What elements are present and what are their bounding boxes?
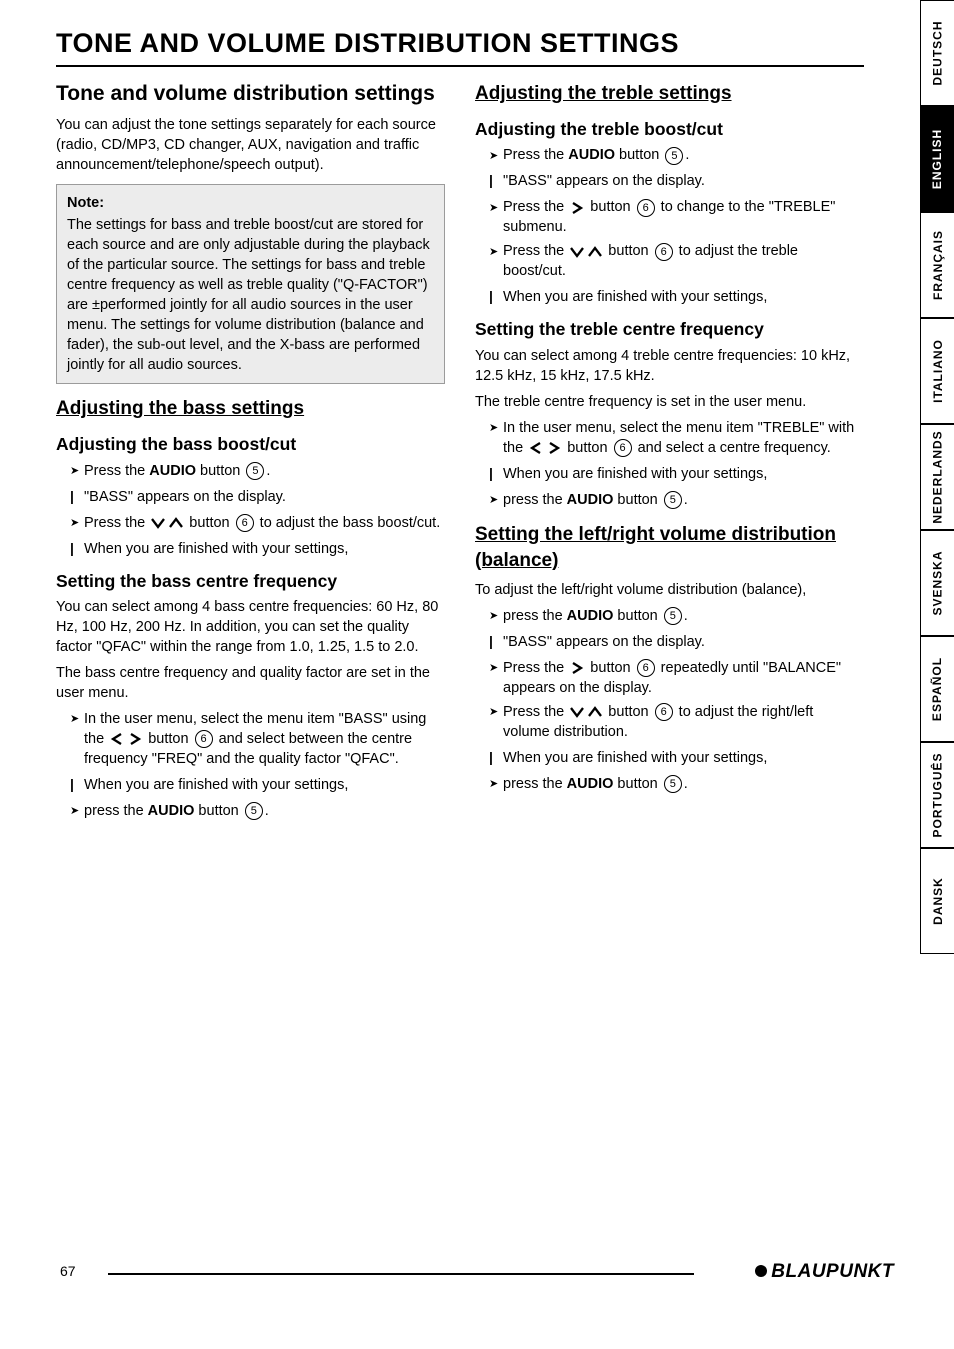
lang-tab-dansk[interactable]: DANSK xyxy=(920,848,954,954)
ref-6-icon: 6 xyxy=(614,439,632,457)
step: press the AUDIO button 5. xyxy=(489,606,864,626)
footer: 67 BLAUPUNKT xyxy=(108,1259,894,1289)
step: Press the button 6 to adjust the right/l… xyxy=(489,702,864,742)
result: When you are finished with your settings… xyxy=(489,287,864,307)
ref-5-icon: 5 xyxy=(246,462,264,480)
step: Press the button 6 repeatedly until "BAL… xyxy=(489,658,864,698)
col-left: Tone and volume distribution settings Yo… xyxy=(56,81,445,827)
down-up-icon xyxy=(569,245,603,259)
lang-tab-português[interactable]: PORTUGUÊS xyxy=(920,742,954,848)
brand-dot-icon xyxy=(755,1265,767,1277)
step: Press the button 6 to adjust the bass bo… xyxy=(70,513,445,533)
left-right-icon xyxy=(109,732,143,746)
result: "BASS" appears on the display. xyxy=(70,487,445,507)
note-title: Note: xyxy=(67,193,434,213)
step: press the AUDIO button 5. xyxy=(70,801,445,821)
down-up-icon xyxy=(569,705,603,719)
right-icon xyxy=(569,661,585,675)
subheading-bass-freq: Setting the bass centre frequency xyxy=(56,569,445,593)
subheading-bass-boost: Adjusting the bass boost/cut xyxy=(56,432,445,456)
ref-6-icon: 6 xyxy=(655,703,673,721)
ref-5-icon: 5 xyxy=(245,802,263,820)
note-box: Note: The settings for bass and treble b… xyxy=(56,184,445,384)
subheading-treble-freq: Setting the treble centre frequency xyxy=(475,317,864,341)
ref-5-icon: 5 xyxy=(664,491,682,509)
result: When you are finished with your settings… xyxy=(70,539,445,559)
lang-tab-english[interactable]: ENGLISH xyxy=(920,106,954,212)
left-right-icon xyxy=(528,441,562,455)
ref-5-icon: 5 xyxy=(664,607,682,625)
result: When you are finished with your settings… xyxy=(489,464,864,484)
ref-6-icon: 6 xyxy=(637,199,655,217)
body-text: To adjust the left/right volume distribu… xyxy=(475,580,864,600)
page-title: TONE AND VOLUME DISTRIBUTION SETTINGS xyxy=(56,28,864,67)
lang-tab-nederlands[interactable]: NEDERLANDS xyxy=(920,424,954,530)
result: "BASS" appears on the display. xyxy=(489,171,864,191)
lang-tab-italiano[interactable]: ITALIANO xyxy=(920,318,954,424)
note-text: The settings for bass and treble boost/c… xyxy=(67,217,430,373)
ref-6-icon: 6 xyxy=(637,659,655,677)
subheading-bass: Adjusting the bass settings xyxy=(56,396,445,422)
subheading-balance: Setting the left/right volume distributi… xyxy=(475,522,864,574)
ref-6-icon: 6 xyxy=(195,730,213,748)
ref-6-icon: 6 xyxy=(236,514,254,532)
lang-tab-français[interactable]: FRANÇAIS xyxy=(920,212,954,318)
body-text: The treble centre frequency is set in th… xyxy=(475,392,864,412)
step: In the user menu, select the menu item "… xyxy=(489,418,864,458)
body-text: The bass centre frequency and quality fa… xyxy=(56,663,445,703)
step: In the user menu, select the menu item "… xyxy=(70,709,445,769)
col-right: Adjusting the treble settings Adjusting … xyxy=(475,81,864,827)
body-text: You can adjust the tone settings separat… xyxy=(56,115,445,175)
lang-tabs: DEUTSCHENGLISHFRANÇAISITALIANONEDERLANDS… xyxy=(920,0,954,954)
body-text: You can select among 4 bass centre frequ… xyxy=(56,597,445,657)
section-heading: Tone and volume distribution settings xyxy=(56,81,445,107)
step: Press the AUDIO button 5. xyxy=(489,145,864,165)
right-icon xyxy=(569,201,585,215)
result: When you are finished with your settings… xyxy=(70,775,445,795)
footer-rule xyxy=(108,1273,694,1275)
step: Press the AUDIO button 5. xyxy=(70,461,445,481)
subheading-treble: Adjusting the treble settings xyxy=(475,81,864,107)
page-body: TONE AND VOLUME DISTRIBUTION SETTINGS To… xyxy=(0,0,918,827)
step: Press the button 6 to adjust the treble … xyxy=(489,241,864,281)
ref-5-icon: 5 xyxy=(665,147,683,165)
lang-tab-español[interactable]: ESPAÑOL xyxy=(920,636,954,742)
body-text: You can select among 4 treble centre fre… xyxy=(475,346,864,386)
lang-tab-deutsch[interactable]: DEUTSCH xyxy=(920,0,954,106)
ref-6-icon: 6 xyxy=(655,243,673,261)
step: press the AUDIO button 5. xyxy=(489,490,864,510)
brand-logo: BLAUPUNKT xyxy=(755,1261,894,1283)
lang-tab-svenska[interactable]: SVENSKA xyxy=(920,530,954,636)
result: "BASS" appears on the display. xyxy=(489,632,864,652)
down-up-icon xyxy=(150,516,184,530)
subheading-treble-boost: Adjusting the treble boost/cut xyxy=(475,117,864,141)
result: When you are finished with your settings… xyxy=(489,748,864,768)
step: Press the button 6 to change to the "TRE… xyxy=(489,197,864,237)
ref-5-icon: 5 xyxy=(664,775,682,793)
step: press the AUDIO button 5. xyxy=(489,774,864,794)
page-number: 67 xyxy=(60,1263,76,1279)
